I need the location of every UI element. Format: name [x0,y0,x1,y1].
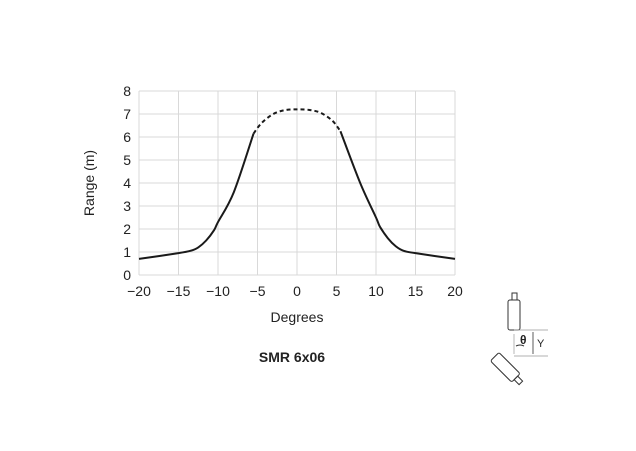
y-tick-label: 6 [123,129,131,145]
sensor-angle-diagram [490,292,548,386]
y-tick-label: 1 [123,244,131,260]
tick-labels: −20 −15 −10 −5 0 5 10 15 20 0 1 2 3 4 5 6 7 8 [123,83,463,299]
sensor-top-body [507,299,521,331]
y-tick-label: 7 [123,106,131,122]
x-tick-label: 5 [333,283,341,299]
offset-y-label: Y [537,338,545,350]
y-tick-label: 0 [123,267,131,283]
sensor-top-connector [511,292,518,301]
series-line-dashed-1 [252,108,342,135]
sensor-angled [490,352,524,386]
x-axis-label: Degrees [271,309,324,325]
x-tick-label: 10 [368,283,384,299]
series-lines [138,108,456,260]
series-line-solid-0 [138,133,255,260]
y-tick-label: 5 [123,152,131,168]
grid [138,90,456,276]
x-tick-label: −10 [206,283,230,299]
y-tick-label: 3 [123,198,131,214]
x-tick-label: −5 [250,283,266,299]
x-tick-label: −20 [127,283,151,299]
x-tick-label: 0 [293,283,301,299]
y-axis-label: Range (m) [81,150,97,216]
x-tick-label: 15 [408,283,424,299]
x-tick-label: 20 [447,283,463,299]
y-tick-label: 2 [123,221,131,237]
theta-label: θ [520,333,527,347]
y-tick-label: 4 [123,175,131,191]
series-line-solid-2 [339,130,456,260]
x-tick-label: −15 [167,283,191,299]
y-tick-label: 8 [123,83,131,99]
chart-title: SMR 6x06 [258,349,326,365]
